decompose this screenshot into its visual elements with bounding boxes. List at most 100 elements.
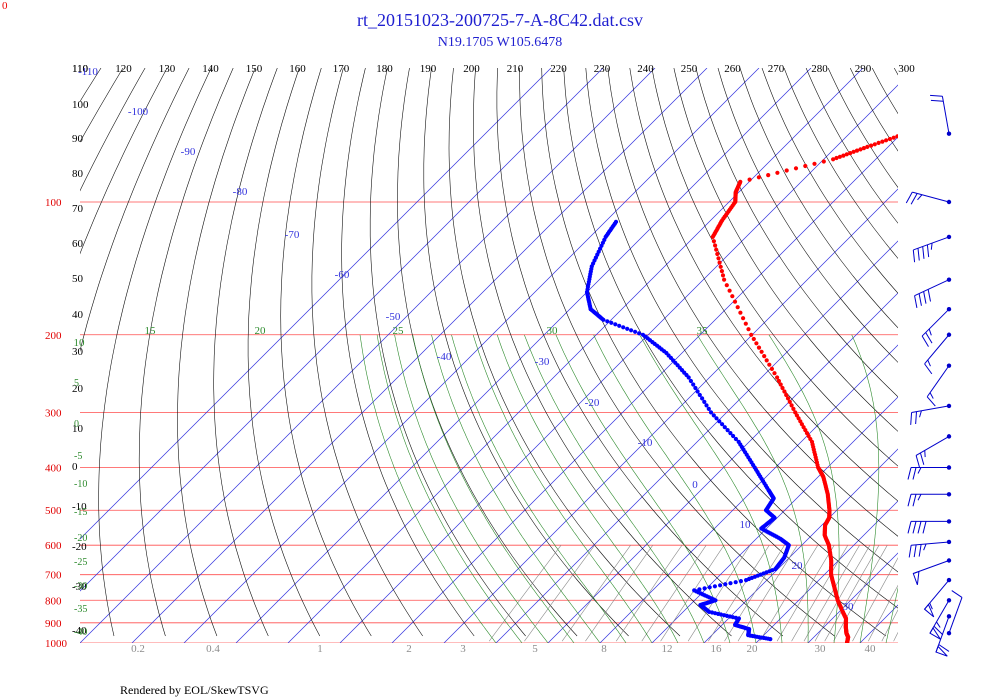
top-axis-label: 230 xyxy=(594,63,611,75)
temperature-point xyxy=(869,143,874,148)
mixing-ratio-label: 30 xyxy=(815,643,827,655)
temperature-point xyxy=(793,166,799,171)
temperature-point xyxy=(764,358,769,363)
moist-adiabat-label: 10 xyxy=(74,337,86,349)
dewpoint-point xyxy=(693,385,698,391)
top-axis-label: 260 xyxy=(724,63,741,75)
isotherm-line xyxy=(80,68,656,643)
isotherm-label: -90 xyxy=(181,146,196,158)
isotherm-line xyxy=(339,84,898,643)
dewpoint-point xyxy=(637,331,642,336)
temperature-point xyxy=(769,366,775,371)
temperature-point xyxy=(803,163,808,169)
mixing-ratio-line xyxy=(488,545,562,642)
temperature-point xyxy=(767,362,772,367)
moist-adiabat-line xyxy=(376,334,523,643)
wind-barb xyxy=(923,577,952,618)
theta-label: 80 xyxy=(72,168,84,180)
chart-title: rt_20151023-200725-7-A-8C42.dat.csv xyxy=(357,10,643,30)
dewpoint-point xyxy=(697,392,702,398)
dewpoint-point xyxy=(691,382,696,387)
temperature-point xyxy=(851,149,856,154)
dry-adiabat-line xyxy=(80,68,168,255)
mixing-ratio-line xyxy=(737,545,798,642)
temperature-point xyxy=(865,144,870,149)
temperature-point xyxy=(834,155,839,161)
wind-barb xyxy=(929,598,952,640)
mixing-ratio-label: 20 xyxy=(747,643,759,655)
temperature-point xyxy=(711,239,717,244)
mixing-ratio-line xyxy=(641,545,707,642)
temperature-point xyxy=(787,399,792,404)
wind-barb-feather xyxy=(912,249,916,263)
isotherm-label: -110 xyxy=(78,66,98,78)
wind-barb-feather xyxy=(910,193,918,205)
top-axis-label: 220 xyxy=(550,63,567,75)
temperature-point xyxy=(872,142,877,147)
temperature-point xyxy=(895,134,898,139)
temperature-point xyxy=(722,277,727,282)
moist-adiabat-left-label: -10 xyxy=(74,479,87,490)
temperature-point xyxy=(718,264,723,269)
temperature-point xyxy=(743,321,748,326)
temperature-point xyxy=(751,336,756,342)
dry-adiabat-line xyxy=(916,68,1000,636)
moist-adiabat-line xyxy=(451,334,627,643)
isotherm-line xyxy=(235,68,812,643)
wind-barb xyxy=(907,519,952,534)
wind-barb-staff xyxy=(921,308,950,337)
dewpoint-point xyxy=(704,403,709,408)
temperature-point xyxy=(766,173,771,178)
dry-adiabat-line xyxy=(448,68,681,637)
temperature-point xyxy=(821,159,826,164)
moist-adiabat-left-label: -25 xyxy=(74,557,87,568)
wind-barb-feather xyxy=(910,412,913,425)
wind-barb-feather xyxy=(936,621,941,628)
dewpoint-point xyxy=(692,588,697,593)
wind-barb-feather xyxy=(912,521,917,534)
dry-adiabat-line xyxy=(80,68,146,192)
mixing-ratio-line xyxy=(803,545,860,642)
dry-adiabat-line xyxy=(783,68,898,259)
temperature-point xyxy=(738,310,743,315)
theta-label: 70 xyxy=(72,203,84,215)
wind-barb-feather xyxy=(929,602,933,610)
mixing-ratio-line xyxy=(868,584,898,642)
wind-barb-feather xyxy=(917,467,922,474)
isotherm-label: -50 xyxy=(386,311,401,323)
wind-barb xyxy=(907,492,952,507)
isotherm-label: -20 xyxy=(585,397,600,409)
wind-barb-feather xyxy=(926,396,936,407)
isotherm-line xyxy=(599,344,898,643)
mixing-ratio-label: 2 xyxy=(406,643,412,655)
top-axis-label: 280 xyxy=(811,63,828,75)
theta-label: 110 xyxy=(72,63,89,75)
dry-adiabat-line xyxy=(80,68,124,143)
dry-adiabat-line xyxy=(563,68,898,609)
isobar-label: 900 xyxy=(45,618,62,630)
mixing-ratio-label: 0.2 xyxy=(131,643,145,655)
temperature-point xyxy=(756,175,762,180)
render-credit: Rendered by EOL/SkewTSVG xyxy=(120,683,269,697)
dry-adiabat-line xyxy=(739,68,898,329)
mixing-ratio-line xyxy=(893,631,898,642)
wind-barb-staff xyxy=(941,96,950,134)
temperature-point xyxy=(899,133,903,137)
plot-area xyxy=(80,68,1000,643)
moist-adiabat-line xyxy=(472,334,653,643)
temperature-point xyxy=(858,147,863,152)
wind-barb-feather xyxy=(918,293,922,306)
dry-adiabat-line xyxy=(938,68,1000,636)
top-axis-label: 110 xyxy=(72,63,89,75)
top-axis-label: 210 xyxy=(507,63,524,75)
moist-adiabat-line xyxy=(496,334,679,643)
temperature-point xyxy=(762,354,767,359)
temperature-point xyxy=(746,327,751,332)
isotherm-line xyxy=(80,68,552,540)
temperature-point xyxy=(780,385,785,391)
temperature-point xyxy=(730,294,735,299)
theta-label: 30 xyxy=(72,346,84,358)
theta-label: -10 xyxy=(72,501,87,513)
top-axis-label: 200 xyxy=(463,63,480,75)
dewpoint-point xyxy=(733,580,738,585)
